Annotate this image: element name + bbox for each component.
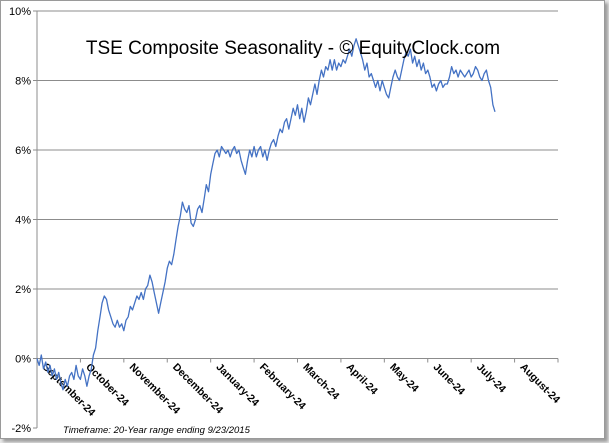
x-tick-label: March-24: [300, 361, 341, 402]
x-tick-label: July-24: [474, 361, 508, 395]
seasonality-series-line: [36, 38, 496, 391]
y-tick-label: 4%: [15, 215, 31, 227]
y-tick-label: 10%: [9, 6, 31, 18]
chart-title: TSE Composite Seasonality - © EquityCloc…: [86, 38, 500, 59]
timeframe-footnote: Timeframe: 20-Year range ending 9/23/201…: [63, 425, 251, 436]
gridlines: [37, 10, 558, 359]
x-tick-label: January-24: [214, 361, 262, 409]
x-tick-label: May-24: [387, 361, 421, 395]
y-tick-label: 2%: [15, 284, 31, 296]
y-axis-tick-labels: -2% 0% 2% 4% 6% 8% 10%: [9, 6, 31, 435]
x-tick-label: August-24: [517, 361, 562, 406]
x-tick-label: June-24: [431, 361, 468, 398]
x-axis-tick-labels: September-24October-24November-24Decembe…: [40, 361, 562, 419]
y-tick-label: 8%: [15, 76, 31, 88]
x-tick-label: April-24: [344, 361, 380, 397]
y-tick-label: -2%: [11, 423, 31, 435]
y-tick-label: 0%: [15, 354, 31, 366]
seasonality-chart: -2% 0% 2% 4% 6% 8% 10% September-24October-24N…: [9, 6, 562, 436]
x-tick-label: October-24: [83, 361, 131, 409]
y-tick-label: 6%: [15, 145, 31, 157]
